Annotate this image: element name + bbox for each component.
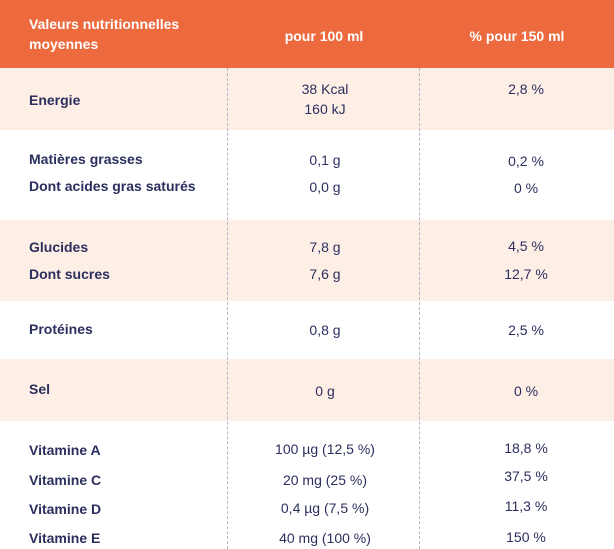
row-label-fats: Matières grasses (29, 151, 143, 167)
row-label-carbs: Glucides (29, 239, 89, 255)
pct-vitamin-d: 11,3 % (504, 498, 548, 514)
value-saturated-fats: 0,0 g (309, 179, 341, 195)
pct-carbs: 4,5 % (508, 238, 544, 254)
value-salt: 0 g (315, 383, 335, 399)
value-proteins: 0,8 g (309, 322, 341, 338)
header-percent-per-150ml: % pour 150 ml (469, 28, 565, 44)
row-label-sugars: Dont sucres (29, 266, 110, 282)
row-band-vitamins (0, 421, 614, 549)
pct-sugars: 12,7 % (504, 266, 548, 282)
row-band-energy (0, 68, 614, 130)
value-carbs: 7,8 g (309, 239, 341, 255)
value-energy-kcal: 38 Kcal (301, 81, 349, 97)
row-label-vitamin-a: Vitamine A (29, 442, 101, 458)
pct-vitamin-c: 37,5 % (504, 468, 548, 484)
value-vitamin-c: 20 mg (25 %) (282, 472, 368, 488)
header-nutrition-values: Valeurs nutritionnelles moyennes (29, 16, 180, 52)
table-header: Valeurs nutritionnelles moyennes pour 10… (0, 0, 614, 68)
pct-saturated-fats: 0 % (513, 180, 539, 196)
row-label-salt: Sel (29, 381, 51, 397)
value-vitamin-d: 0,4 µg (7,5 %) (280, 500, 370, 516)
value-vitamin-a: 100 µg (12,5 %) (275, 441, 375, 457)
row-band-salt (0, 359, 614, 421)
value-sugars: 7,6 g (309, 266, 341, 282)
row-label-proteins: Protéines (29, 321, 93, 337)
row-band-proteins (0, 301, 614, 359)
column-divider (419, 68, 420, 549)
row-label-energy: Energie (29, 92, 81, 108)
pct-vitamin-a: 18,8 % (504, 440, 548, 456)
pct-salt: 0 % (513, 383, 539, 399)
value-energy-kj: 160 kJ (304, 101, 346, 117)
row-band-carbs (0, 220, 614, 301)
row-band-fats (0, 130, 614, 220)
pct-vitamin-e: 150 % (506, 529, 546, 545)
value-fats: 0,1 g (309, 152, 341, 168)
header-per-100ml: pour 100 ml (284, 28, 364, 44)
pct-fats: 0,2 % (508, 153, 544, 169)
row-label-vitamin-c: Vitamine C (29, 472, 102, 488)
row-label-saturated-fats: Dont acides gras saturés (29, 178, 196, 194)
pct-energy: 2,8 % (508, 81, 544, 97)
row-label-vitamin-d: Vitamine D (29, 501, 102, 517)
column-divider (227, 68, 228, 549)
pct-proteins: 2,5 % (508, 322, 544, 338)
value-vitamin-e: 40 mg (100 %) (279, 530, 371, 546)
row-label-vitamin-e: Vitamine E (29, 530, 101, 546)
